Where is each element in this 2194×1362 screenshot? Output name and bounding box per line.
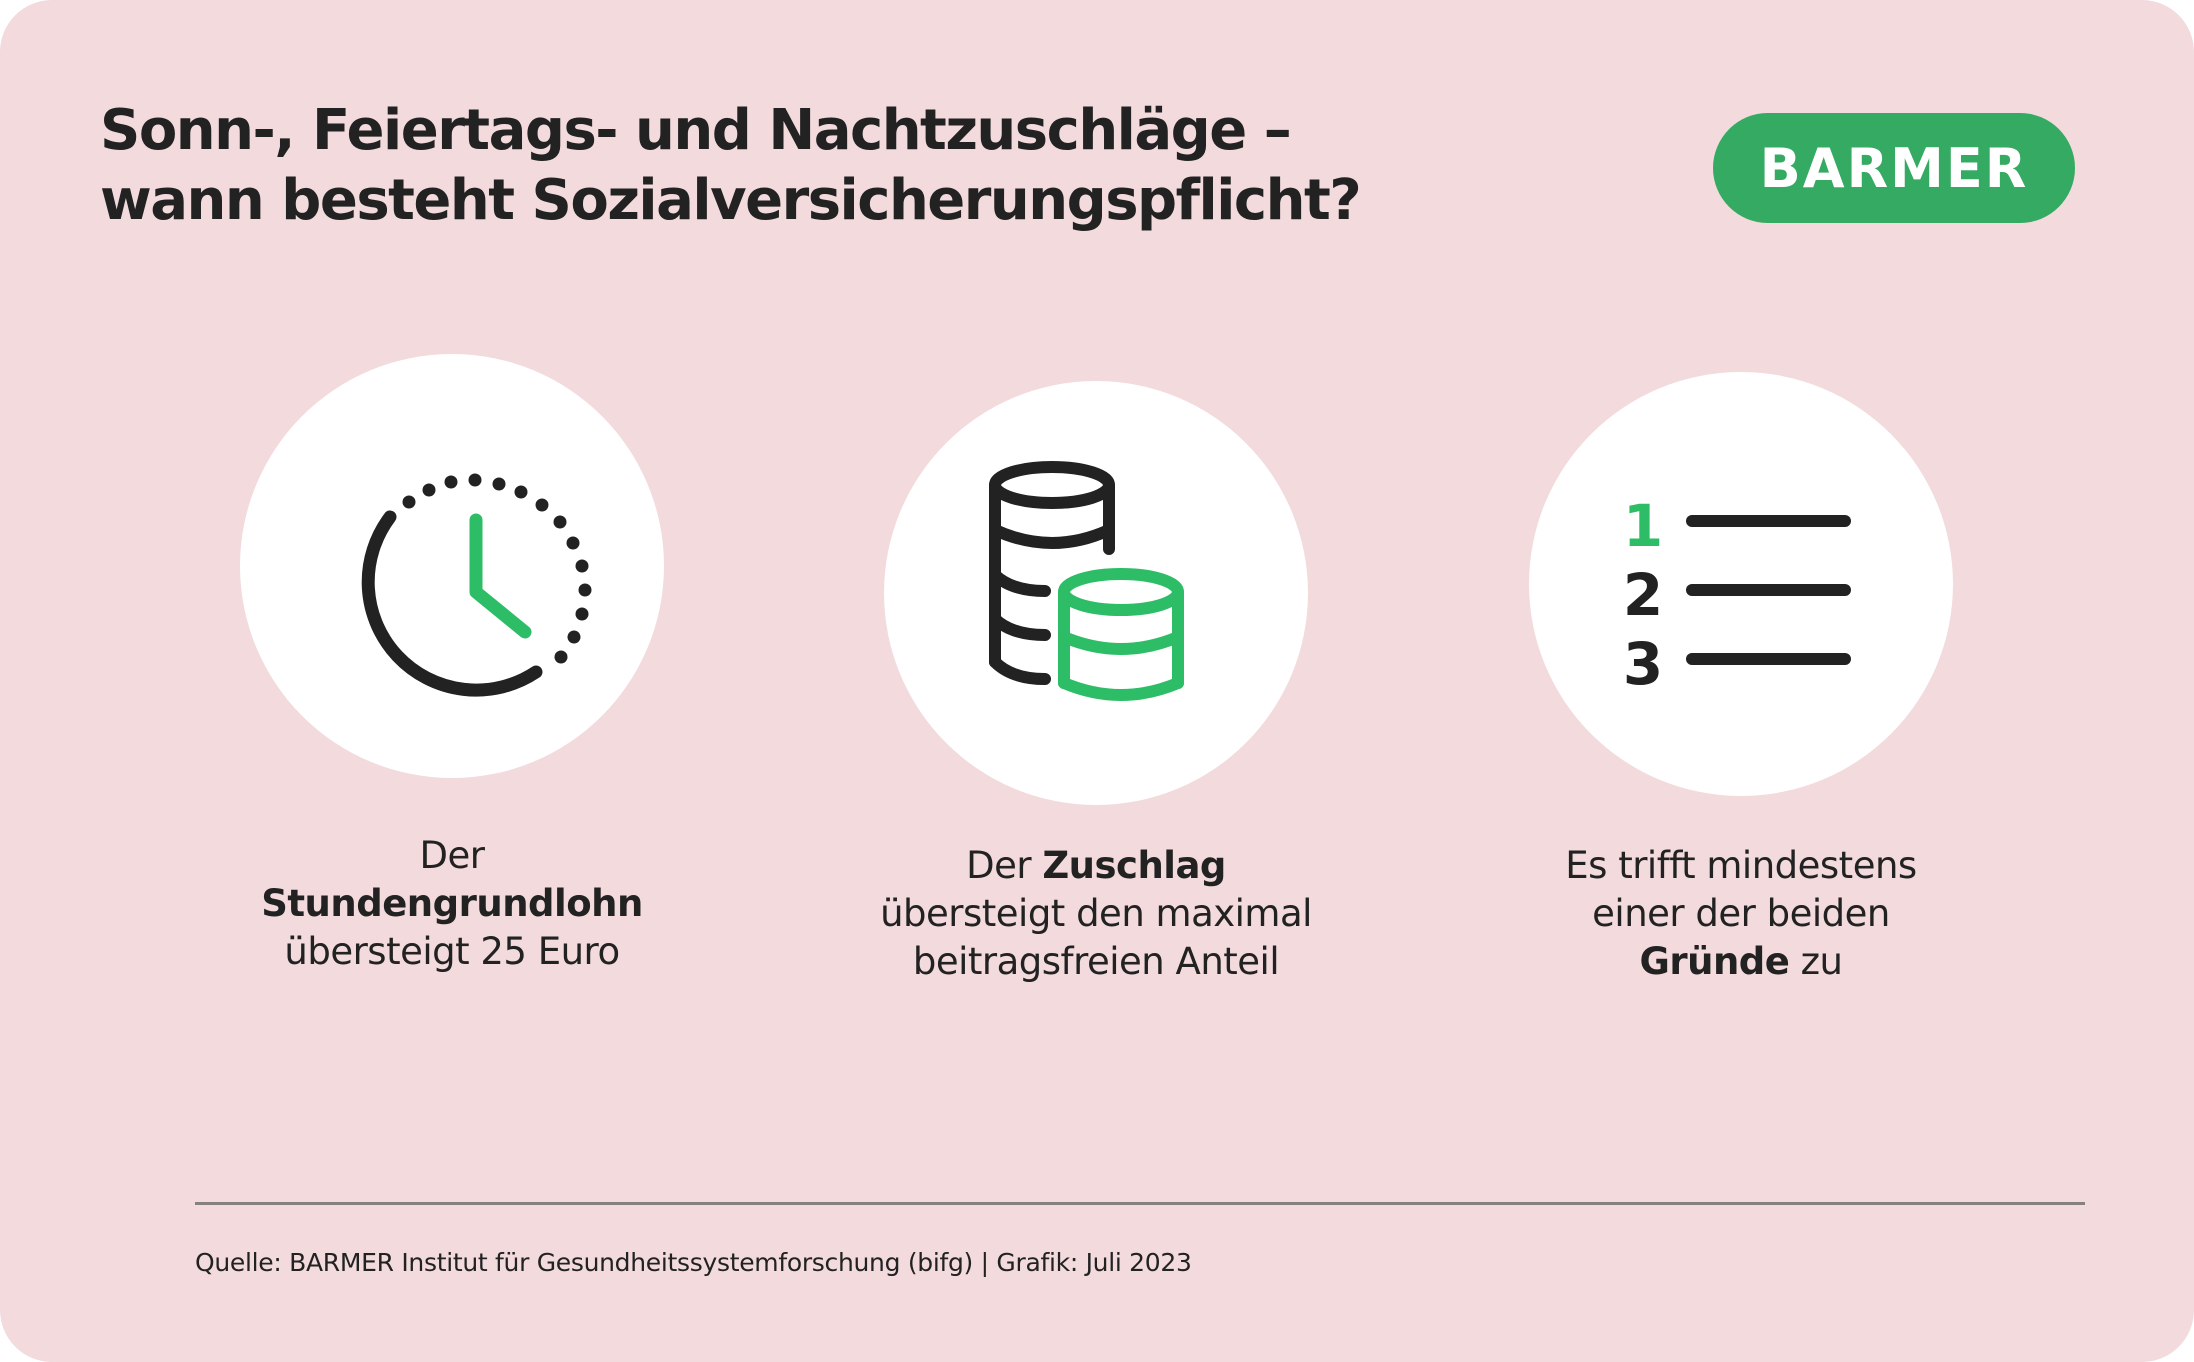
caption-3-line-1: Es trifft mindestens: [1565, 844, 1917, 887]
caption-2-line-2: übersteigt den maximal: [880, 892, 1312, 935]
numbered-list-icon: 1 2 3: [1623, 492, 1851, 698]
page-title: Sonn-, Feiertags- und Nachtzuschläge – w…: [100, 96, 1362, 236]
footer-divider: [195, 1202, 2085, 1205]
title-line-1: Sonn-, Feiertags- und Nachtzuschläge –: [100, 98, 1292, 163]
caption-3: Es trifft mindestens einer der beiden Gr…: [1481, 842, 2001, 986]
caption-3-line-2: einer der beiden: [1592, 892, 1890, 935]
caption-1-line-1: Der: [419, 834, 485, 877]
coin-icon-circle: [884, 381, 1308, 805]
caption-2-line-3: beitragsfreien Anteil: [912, 940, 1280, 983]
list-number-1: 1: [1623, 492, 1663, 560]
coin-stacks-icon: [989, 461, 1184, 701]
caption-2-line-1: Der Zuschlag: [966, 844, 1226, 887]
caption-2: Der Zuschlag übersteigt den maximal beit…: [836, 842, 1356, 986]
logo-text: BARMER: [1759, 136, 2029, 200]
title-line-2: wann besteht Sozialversicherungspflicht?: [100, 168, 1362, 233]
barmer-logo: BARMER: [1713, 113, 2075, 223]
clock-icon: [361, 473, 592, 697]
clock-icon-circle: [240, 354, 664, 778]
caption-1-line-2: Stundengrundlohn: [261, 882, 643, 925]
list-number-3: 3: [1623, 630, 1663, 698]
caption-3-line-3: Gründe zu: [1639, 940, 1843, 983]
list-number-2: 2: [1623, 561, 1663, 629]
caption-1-line-3: übersteigt 25 Euro: [284, 930, 620, 973]
list-icon-circle: 1 2 3: [1529, 372, 1953, 796]
caption-1: Der Stundengrundlohn übersteigt 25 Euro: [192, 832, 712, 976]
source-note: Quelle: BARMER Institut für Gesundheitss…: [195, 1248, 1192, 1277]
